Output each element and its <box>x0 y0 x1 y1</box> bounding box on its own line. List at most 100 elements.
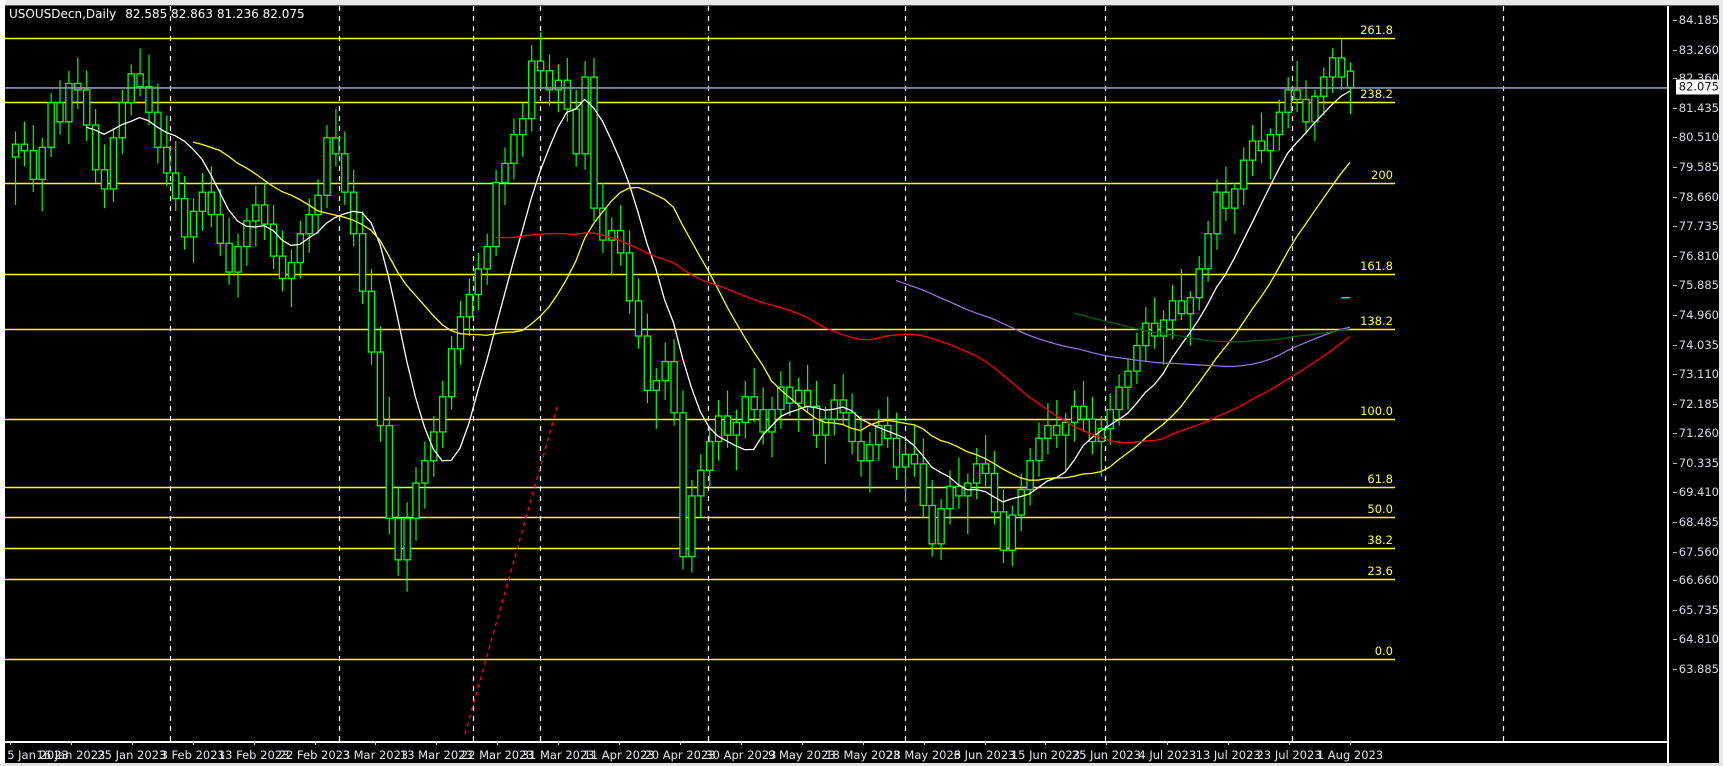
candle-body <box>1070 405 1079 423</box>
candle-body <box>65 82 73 123</box>
date-tick-mark <box>497 741 499 745</box>
candle-body <box>608 229 616 241</box>
candle-body <box>1320 76 1328 97</box>
candle-body <box>1053 424 1061 436</box>
date-tick-mark <box>801 741 803 745</box>
date-tick: 22 Mar 2023 <box>460 748 534 762</box>
candle-body <box>688 495 696 558</box>
candle-body <box>697 469 705 497</box>
trendline-red-dashed <box>464 403 559 735</box>
ma-line-green <box>1073 312 1351 343</box>
window-left-border <box>0 0 5 766</box>
candle-body <box>590 76 598 209</box>
candle-body <box>74 82 82 91</box>
candle-body <box>1293 89 1301 101</box>
fib-level-label: 138.2 <box>1360 314 1393 328</box>
price-tick: 64.810 <box>1672 632 1719 647</box>
candle-body <box>252 204 260 222</box>
candle-body <box>857 440 865 462</box>
ma-line-red <box>495 232 1351 444</box>
candle-body <box>1159 319 1168 337</box>
candle-body <box>652 380 661 392</box>
candle-body <box>946 485 954 510</box>
date-tick: 25 Jun 2023 <box>1071 748 1141 762</box>
candle-body <box>323 137 331 197</box>
candle-body <box>243 220 251 248</box>
fib-level-label: 200 <box>1371 168 1393 182</box>
ma-line-purple <box>895 279 1351 368</box>
price-tick: 74.035 <box>1672 337 1719 352</box>
candle-body <box>1133 344 1141 372</box>
candle-body <box>794 389 803 404</box>
candle-body <box>519 117 527 136</box>
window-bottom-border <box>0 763 1723 766</box>
candle-body <box>367 290 376 353</box>
candle-body <box>154 111 162 149</box>
candle-body <box>955 485 963 497</box>
current-price-tag: 82.075 <box>1675 79 1719 95</box>
candle-body <box>670 360 678 414</box>
candle-body <box>91 124 100 171</box>
fib-level-label: 261.8 <box>1360 23 1393 37</box>
candle-body <box>234 245 242 273</box>
candle-body <box>225 242 233 273</box>
date-tick: 31 Mar 2023 <box>521 748 595 762</box>
date-tick-mark <box>10 741 11 745</box>
candle-body <box>38 146 46 181</box>
candle-body <box>599 207 607 241</box>
candle-body <box>839 399 847 414</box>
candle-series <box>11 32 1355 592</box>
price-axis[interactable]: 84.185 83.260 82.360 81.435 80.510 79.585 78.6… <box>1667 6 1719 763</box>
candle-body <box>714 415 723 443</box>
price-tick: 76.810 <box>1672 248 1719 263</box>
candle-body <box>928 504 936 545</box>
candle-body <box>198 191 207 212</box>
chart-surface[interactable]: 261.8 238.2 200 161.8 138.2 100.0 61.8 50.0 38.2… <box>5 6 1719 763</box>
date-tick-mark <box>70 741 72 745</box>
candle-body <box>376 351 385 427</box>
candle-body <box>1239 159 1248 190</box>
candle-body <box>1275 111 1284 136</box>
candle-body <box>421 460 429 484</box>
date-tick-mark <box>558 741 560 745</box>
candle-body <box>447 348 456 398</box>
candle-body <box>554 79 563 91</box>
candle-body <box>47 101 55 149</box>
date-tick-mark <box>680 741 681 745</box>
candle-body <box>1248 140 1257 161</box>
candle-body <box>20 143 29 152</box>
symbol-ohlc-values: 82.585 82.863 81.236 82.075 <box>125 7 305 21</box>
date-tick-mark <box>131 741 133 745</box>
candle-body <box>1017 488 1025 516</box>
date-tick-mark <box>1350 741 1351 745</box>
candle-body <box>1186 297 1195 315</box>
date-axis[interactable]: 5 Jan 2023 16 Jan 2023 25 Jan 2023 3 Feb 20… <box>5 741 1667 763</box>
candle-body <box>403 517 411 561</box>
date-tick: 18 May 2023 <box>825 748 901 762</box>
date-tick: 9 May 2023 <box>767 748 836 762</box>
date-tick: 23 Jul 2023 <box>1256 748 1322 762</box>
candle-body <box>56 101 64 123</box>
candle-body <box>278 255 287 280</box>
candle-body <box>892 437 901 468</box>
date-tick-mark <box>1106 741 1108 745</box>
candle-body <box>1284 89 1292 113</box>
candle-body <box>1311 95 1319 123</box>
price-plot-area[interactable]: 261.8 238.2 200 161.8 138.2 100.0 61.8 50.0 38.2… <box>5 6 1667 741</box>
candle-body <box>349 191 358 235</box>
date-tick-mark <box>1228 741 1230 745</box>
date-tick: 13 Feb 2023 <box>217 748 290 762</box>
symbol-ohlc-label: USOUSDecn,Daily 82.585 82.863 81.236 82.0… <box>9 7 305 21</box>
candle-body <box>11 143 20 158</box>
candle-body <box>332 137 340 155</box>
candle-body <box>136 73 144 88</box>
candle-body <box>1061 421 1070 436</box>
price-tick: 79.585 <box>1672 160 1719 175</box>
date-tick-mark <box>923 741 925 745</box>
candle-body <box>679 412 687 558</box>
price-tick: 71.260 <box>1672 426 1719 441</box>
date-tick-mark <box>375 741 377 745</box>
date-tick-mark <box>1167 741 1169 745</box>
candle-body <box>1124 370 1132 388</box>
price-tick: 72.185 <box>1672 396 1719 411</box>
